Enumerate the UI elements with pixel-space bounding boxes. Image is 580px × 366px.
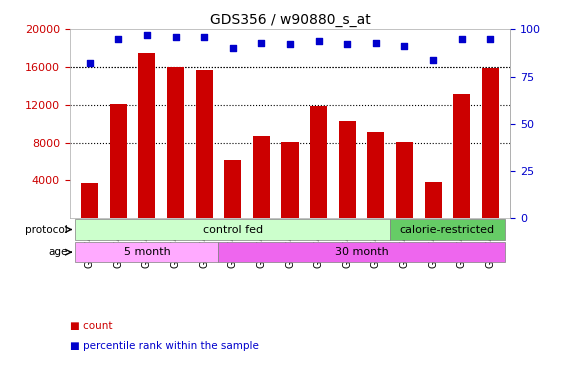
Bar xyxy=(138,53,155,218)
Point xyxy=(485,36,495,42)
Bar xyxy=(110,104,127,218)
Point xyxy=(142,32,151,38)
Bar xyxy=(81,183,98,218)
Bar xyxy=(224,160,241,218)
Text: ■ count: ■ count xyxy=(70,321,112,331)
Point xyxy=(257,40,266,45)
Text: control fed: control fed xyxy=(202,224,263,235)
Bar xyxy=(310,106,327,218)
Text: ■ percentile rank within the sample: ■ percentile rank within the sample xyxy=(70,341,259,351)
Text: 5 month: 5 month xyxy=(124,247,171,257)
Bar xyxy=(453,93,470,218)
Bar xyxy=(367,132,385,218)
Bar xyxy=(425,182,442,218)
Bar xyxy=(167,67,184,218)
FancyBboxPatch shape xyxy=(219,242,505,262)
Point xyxy=(114,36,123,42)
Point xyxy=(171,34,180,40)
Point xyxy=(343,41,352,47)
Point xyxy=(429,57,438,63)
FancyBboxPatch shape xyxy=(75,219,390,240)
Point xyxy=(314,38,323,44)
Text: protocol: protocol xyxy=(26,224,68,235)
Bar xyxy=(482,68,499,218)
Bar xyxy=(396,142,413,218)
Bar xyxy=(339,121,356,218)
Bar xyxy=(281,142,299,218)
Point xyxy=(85,60,95,66)
Point xyxy=(371,40,380,45)
Title: GDS356 / w90880_s_at: GDS356 / w90880_s_at xyxy=(209,13,371,27)
Text: calorie-restricted: calorie-restricted xyxy=(400,224,495,235)
Point xyxy=(457,36,466,42)
Point xyxy=(200,34,209,40)
Text: 30 month: 30 month xyxy=(335,247,389,257)
Text: age: age xyxy=(49,247,68,257)
FancyBboxPatch shape xyxy=(75,242,219,262)
Point xyxy=(285,41,295,47)
Bar xyxy=(253,136,270,218)
Point xyxy=(228,45,237,51)
Point xyxy=(400,43,409,49)
FancyBboxPatch shape xyxy=(390,219,505,240)
Bar xyxy=(195,70,213,218)
